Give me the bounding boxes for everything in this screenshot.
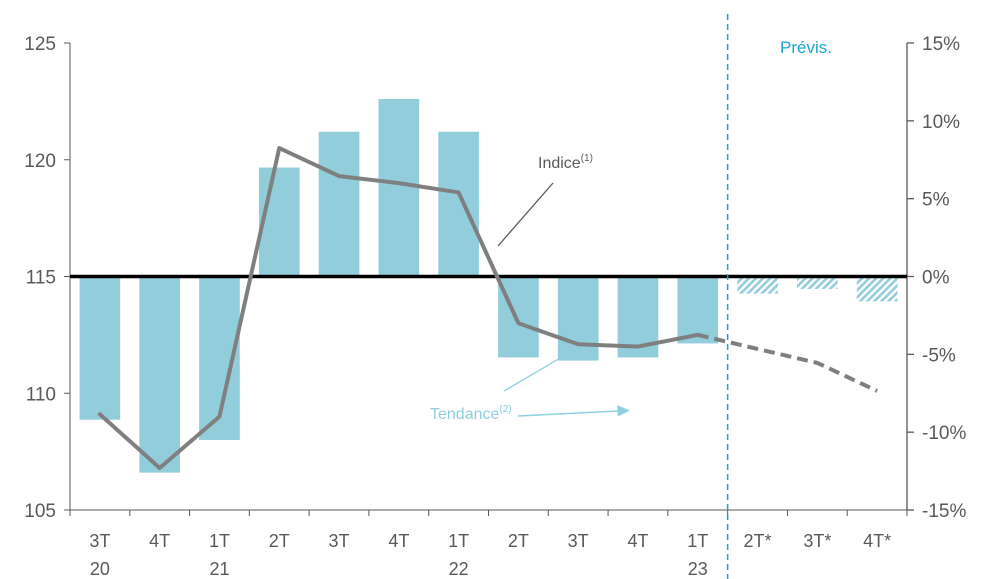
zero-line-group [70,14,907,579]
x-tick-label: 4T* [863,531,891,551]
index-line-forecast [697,332,878,393]
x-tick-label: 4T [627,531,648,551]
x-tick-year-label: 23 [688,559,708,579]
x-tick-label: 4T [149,531,170,551]
left-tick-label: 105 [24,501,56,522]
right-tick-label: 15% [922,34,960,55]
tendance-arrow-head [617,405,630,417]
right-tick-label: 5% [922,190,950,211]
indice-label-sup: (1) [581,153,593,164]
right-tick-label: -15% [922,501,966,522]
tendance-leader-line [503,356,563,392]
x-tick-label: 3T [89,531,110,551]
left-tick-label: 110 [26,384,56,405]
left-tick-label: 115 [26,268,56,289]
index-line-series [97,146,878,470]
bar [557,276,599,361]
x-tick-label: 2T [508,531,529,551]
bar [318,131,360,277]
left-tick-label: 120 [24,151,56,172]
tendance-label: Tendance(2) [430,404,512,423]
tendance-label-sup: (2) [499,404,511,415]
tendance-arrow-shaft [517,410,619,417]
bar [258,167,300,277]
indice-leader-line [497,182,554,247]
x-tick-label: 2T* [744,531,772,551]
bar [79,276,121,420]
bar [139,276,181,473]
x-tick-label: 4T [388,531,409,551]
annotations: Indice(1) Tendance(2) Prévis. [430,38,832,423]
bar [378,99,420,277]
x-tick-label: 2T [269,531,290,551]
forecast-bar [856,276,898,302]
x-tick-label: 1T [209,531,230,551]
bar [438,131,479,277]
x-tick-year-label: 20 [90,559,110,579]
left-tick-label: 125 [24,34,56,55]
x-tick-label: 3T [568,531,589,551]
x-tick-label: 3T* [803,531,831,551]
index-line [97,146,700,470]
x-tick-year-label: 21 [209,559,229,579]
tendance-label-text: Tendance [430,406,499,423]
right-tick-label: 10% [922,112,960,133]
x-tick-label: 1T [448,531,469,551]
right-tick-label: 0% [922,268,950,289]
x-tick-year-label: 22 [449,559,469,579]
x-tick-label: 3T [329,531,350,551]
forecast-label: Prévis. [780,38,832,57]
indice-label-text: Indice [538,155,581,172]
forecast-bar [737,276,778,294]
bar-series [79,99,898,473]
forecast-bar [796,276,838,289]
right-tick-label: -10% [922,423,966,444]
bar [677,276,719,344]
indice-label: Indice(1) [538,153,593,172]
right-tick-label: -5% [922,345,956,366]
x-tick-label: 1T [687,531,708,551]
